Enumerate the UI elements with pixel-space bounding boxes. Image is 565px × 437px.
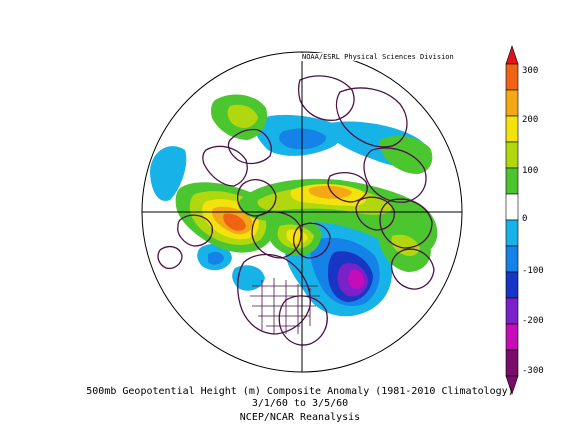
anomaly-blob-west-pacific [150, 146, 187, 201]
colorbar-segment [505, 245, 519, 273]
colorbar: 300 200 100 0 -100 -200 -300 [505, 45, 544, 395]
colorbar-segment [505, 141, 519, 169]
anomaly-blob-hudson-3 [286, 229, 308, 244]
colorbar-tick-label: 200 [522, 115, 538, 125]
anomaly-fields [150, 75, 438, 346]
colorbar-tick-label: -100 [522, 266, 544, 276]
anomaly-blob-atlantic-trough-core [348, 269, 365, 289]
anomaly-blob-arctic-band-core [308, 185, 352, 199]
colorbar-top-triangle [505, 45, 519, 65]
colorbar-tick-label: 0 [522, 214, 527, 224]
colorbar-tick-label: 100 [522, 166, 538, 176]
colorbar-segment [505, 63, 519, 91]
colorbar-segment [505, 219, 519, 247]
colorbar-segment [505, 167, 519, 195]
colorbar-segment [505, 323, 519, 351]
colorbar-bottom-triangle [505, 375, 519, 395]
colorbar-tick-label: -200 [522, 316, 544, 326]
caption-title: 500mb Geopotential Height (m) Composite … [86, 386, 514, 397]
credit-label: NOAA/ESRL Physical Sciences Division [300, 53, 456, 61]
anomaly-blob-pacific-ridge-core [223, 213, 246, 231]
colorbar-segment [505, 297, 519, 325]
colorbar-segment [505, 89, 519, 117]
colorbar-segment [505, 193, 519, 221]
colorbar-tick-label: -300 [522, 366, 544, 376]
anomaly-blob-north-america-west [232, 265, 265, 291]
caption-date-range: 3/1/60 to 3/5/60 [251, 398, 349, 409]
anomaly-blob-north-pacific-core [279, 128, 327, 150]
anomaly-blob-aleutian-ridge-2 [227, 104, 258, 128]
colorbar-segment [505, 271, 519, 299]
colorbar-tick-label: 300 [522, 66, 538, 76]
anomaly-blob-atlantic-east-2 [391, 234, 420, 256]
caption-source: NCEP/NCAR Reanalysis [239, 412, 361, 423]
colorbar-segment [505, 115, 519, 143]
anomaly-blob-west-pacific-2-core [208, 251, 224, 265]
colorbar-segment [505, 349, 519, 377]
state-borders [250, 278, 320, 334]
